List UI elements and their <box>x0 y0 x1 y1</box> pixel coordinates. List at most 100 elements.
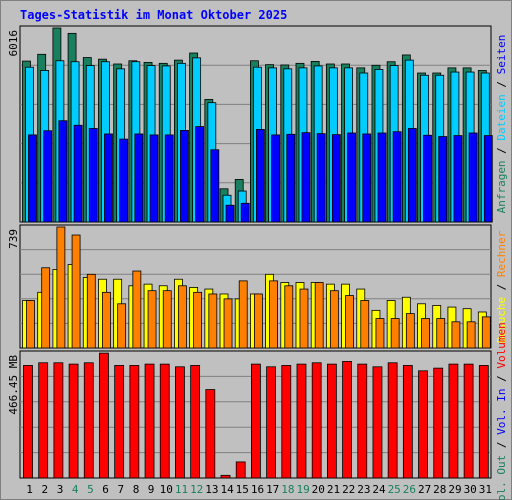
bar-rechner-day-undefined <box>299 288 309 349</box>
x-tick-label: 29 <box>448 483 461 496</box>
bar-seiten-day-22 <box>347 132 356 223</box>
chart-title: Tages-Statistik im Monat Oktober 2025 <box>20 8 287 22</box>
bar-seiten-day-7 <box>119 138 129 223</box>
bar-volumen-day-undefined <box>402 365 413 479</box>
bar-volumen-day-undefined <box>250 363 261 479</box>
bar-seiten-day-23 <box>362 133 372 223</box>
bar-rechner-day-undefined <box>466 321 476 349</box>
bar-volumen-day-undefined <box>205 389 216 479</box>
bar-rechner-day-undefined <box>147 290 157 349</box>
bar-seiten-day-12 <box>195 126 205 223</box>
bar-volumen-day-undefined <box>159 363 170 479</box>
bar-volumen-day-undefined <box>38 362 49 479</box>
x-tick-label: 17 <box>266 483 279 496</box>
x-tick-label: 16 <box>251 483 264 496</box>
x-tick-label: 30 <box>464 483 477 496</box>
bar-volumen-day-undefined <box>235 461 246 479</box>
legend-entry-vol-out: Vol. Out <box>495 455 508 500</box>
bar-volumen-day-undefined <box>296 363 307 479</box>
bar-volumen-day-undefined <box>99 352 109 479</box>
bar-rechner-day-undefined <box>481 316 491 349</box>
bar-rechner-day-undefined <box>71 234 81 349</box>
x-tick-label: 21 <box>327 483 340 496</box>
y-max-label: 6016 <box>7 30 20 57</box>
bar-rechner-day-undefined <box>56 226 66 349</box>
bar-volumen-day-undefined <box>342 361 352 479</box>
x-tick-label: 18 <box>281 483 294 496</box>
bar-rechner-day-undefined <box>436 318 446 349</box>
legend-text: Besuche / Rechner <box>495 230 508 343</box>
bar-volumen-day-undefined <box>387 362 398 479</box>
x-tick-label: 5 <box>87 483 94 496</box>
bar-seiten-day-30 <box>468 132 478 223</box>
bar-volumen-day-undefined <box>478 365 489 479</box>
bar-rechner-day-undefined <box>405 313 415 349</box>
x-tick-label: 27 <box>418 483 431 496</box>
x-tick-label: 11 <box>175 483 188 496</box>
bar-seiten-day-18 <box>286 133 296 223</box>
bar-rechner-day-undefined <box>314 282 324 349</box>
panel-3: 466.45 MB <box>7 350 492 479</box>
legend-entry-dateien: Dateien <box>495 94 508 140</box>
bar-rechner-day-undefined <box>269 280 279 349</box>
x-tick-label: 19 <box>296 483 309 496</box>
bar-rechner-day-undefined <box>421 318 430 349</box>
x-tick-label: 12 <box>190 483 203 496</box>
bar-volumen-day-undefined <box>83 362 94 479</box>
bar-volumen-day-undefined <box>266 366 277 479</box>
legend-entry-volumen: Volumen <box>495 322 508 368</box>
x-tick-label: 15 <box>236 483 249 496</box>
bar-rechner-day-undefined <box>284 285 294 349</box>
legend-3: Vol. Out / Vol. In / Volumen <box>495 322 508 500</box>
x-tick-label: 23 <box>357 483 370 496</box>
x-tick-label: 28 <box>433 483 446 496</box>
legend-entry-vol-in: Vol. In <box>495 389 508 435</box>
bar-volumen-day-undefined <box>281 365 292 479</box>
bar-seiten-day-26 <box>407 128 417 223</box>
bar-seiten-day-29 <box>453 135 463 223</box>
panel-1: 6016 <box>7 25 493 223</box>
legend-text: Anfragen / Dateien / Seiten <box>495 35 508 214</box>
bar-rechner-day-undefined <box>132 270 142 349</box>
legend-entry-seiten: Seiten <box>495 35 508 75</box>
bar-rechner-day-undefined <box>451 321 461 349</box>
x-tick-label: 7 <box>117 483 124 496</box>
bar-rechner-day-undefined <box>26 300 35 349</box>
bar-rechner-day-undefined <box>253 293 263 349</box>
bar-seiten-day-1 <box>28 134 37 223</box>
bar-seiten-day-6 <box>104 133 113 223</box>
bar-rechner-day-undefined <box>238 280 248 349</box>
bar-rechner-day-undefined <box>41 267 51 349</box>
bar-seiten-day-13 <box>210 149 220 223</box>
x-tick-label: 25 <box>388 483 401 496</box>
bar-rechner-day-undefined <box>360 300 370 349</box>
bar-seiten-day-20 <box>316 133 326 223</box>
bar-seiten-day-8 <box>134 133 144 223</box>
bar-volumen-day-undefined <box>448 363 459 479</box>
bar-seiten-day-9 <box>149 134 159 223</box>
bar-volumen-day-undefined <box>68 363 79 479</box>
bar-seiten-day-24 <box>377 132 387 223</box>
x-tick-label: 4 <box>72 483 79 496</box>
x-tick-label: 3 <box>57 483 64 496</box>
bar-volumen-day-undefined <box>433 367 444 479</box>
x-tick-label: 31 <box>479 483 492 496</box>
x-tick-label: 14 <box>220 483 234 496</box>
x-tick-label: 8 <box>133 483 140 496</box>
bar-rechner-day-undefined <box>208 293 218 349</box>
bar-volumen-day-undefined <box>190 365 201 479</box>
bar-volumen-day-undefined <box>220 474 231 479</box>
bar-seiten-day-17 <box>271 134 281 223</box>
bar-seiten-day-27 <box>423 134 432 223</box>
panel-2: 739 <box>7 224 492 349</box>
legend-entry-anfragen: Anfragen <box>495 160 508 213</box>
bar-volumen-day-undefined <box>372 366 383 479</box>
bar-seiten-day-28 <box>438 136 448 223</box>
bar-seiten-day-21 <box>331 134 341 223</box>
x-tick-label: 24 <box>372 483 386 496</box>
legend-entry-besuche: Besuche <box>495 297 508 343</box>
bar-seiten-day-4 <box>73 124 83 223</box>
x-tick-label: 20 <box>312 483 325 496</box>
bar-seiten-day-2 <box>43 130 53 223</box>
